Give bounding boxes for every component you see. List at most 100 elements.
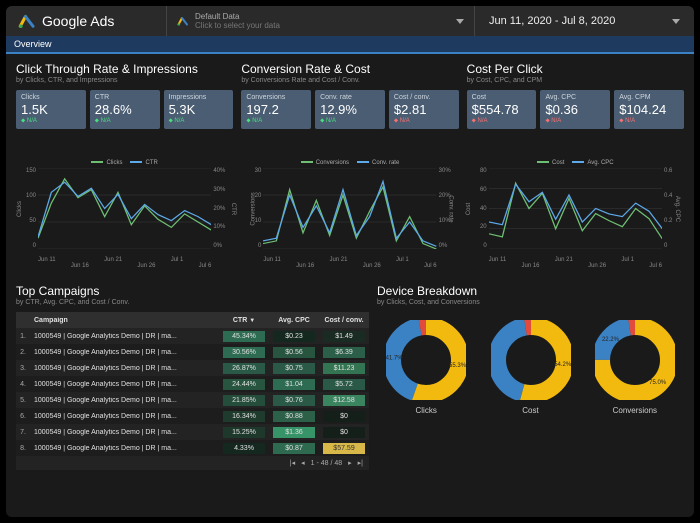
panel-title: Cost Per Click bbox=[467, 62, 684, 76]
cpc-cell: $0.75 bbox=[273, 363, 315, 374]
table-row[interactable]: 5. 1000549 | Google Analytics Demo | DR … bbox=[16, 392, 369, 408]
metric-delta: ⬥ N/A bbox=[21, 118, 81, 125]
metric-value: $2.81 bbox=[394, 102, 454, 117]
x-tick: Jul 6 bbox=[649, 263, 662, 269]
table-row[interactable]: 3. 1000549 | Google Analytics Demo | DR … bbox=[16, 360, 369, 376]
x-tick: Jun 21 bbox=[329, 257, 347, 263]
metric-label: CTR bbox=[95, 94, 155, 101]
pager-next-icon[interactable]: ▸ bbox=[348, 459, 352, 467]
x-tick: Jun 11 bbox=[263, 257, 281, 263]
donut-label: Conversions bbox=[595, 406, 675, 415]
y-tick: 30% bbox=[439, 168, 459, 174]
metric-card[interactable]: Impressions 5.3K ⬥ N/A bbox=[164, 90, 234, 129]
table-row[interactable]: 4. 1000549 | Google Analytics Demo | DR … bbox=[16, 376, 369, 392]
ctr-cell: 16.34% bbox=[223, 411, 265, 422]
chart-legend: Conversions Conv. rate bbox=[241, 160, 458, 166]
data-selector[interactable]: Default Data Click to select your data bbox=[166, 6, 474, 36]
y-tick: 10% bbox=[439, 218, 459, 224]
campaign-name: 1000549 | Google Analytics Demo | DR | m… bbox=[30, 429, 219, 436]
metric-card[interactable]: Avg. CPC $0.36 ⬥ N/A bbox=[540, 90, 610, 129]
metric-delta: ⬥ N/A bbox=[95, 118, 155, 125]
panel-title: Top Campaigns bbox=[16, 284, 369, 298]
legend-item: Avg. CPC bbox=[572, 160, 613, 166]
panel-title: Conversion Rate & Cost bbox=[241, 62, 458, 76]
panel-subtitle: by Clicks, Cost, and Conversions bbox=[377, 299, 684, 306]
y-tick: 0 bbox=[664, 243, 684, 249]
col-campaign[interactable]: Campaign bbox=[30, 317, 219, 324]
table-row[interactable]: 7. 1000549 | Google Analytics Demo | DR … bbox=[16, 424, 369, 440]
metric-label: Avg. CPM bbox=[619, 94, 679, 101]
tab-overview[interactable]: Overview bbox=[6, 36, 694, 54]
metric-label: Impressions bbox=[169, 94, 229, 101]
y-tick: 10 bbox=[241, 218, 261, 224]
line-chart: Clicks CTR Clicks CTR 150100500 40%30%20… bbox=[16, 160, 233, 276]
selector-title: Default Data bbox=[195, 12, 280, 21]
date-range-picker[interactable]: Jun 11, 2020 - Jul 8, 2020 bbox=[474, 6, 694, 36]
metric-card[interactable]: Cost $554.78 ⬥ N/A bbox=[467, 90, 537, 129]
table-row[interactable]: 8. 1000549 | Google Analytics Demo | DR … bbox=[16, 440, 369, 456]
cpc-cell: $0.23 bbox=[273, 331, 315, 342]
metric-value: $104.24 bbox=[619, 102, 679, 117]
donut-label: Cost bbox=[491, 406, 571, 415]
cost-cell: $0 bbox=[323, 411, 365, 422]
table-row[interactable]: 1. 1000549 | Google Analytics Demo | DR … bbox=[16, 328, 369, 344]
donut-svg: 55.3%41.7% bbox=[386, 320, 466, 400]
pager-first-icon[interactable]: |◂ bbox=[290, 459, 295, 467]
x-tick: Jun 26 bbox=[137, 263, 155, 269]
y-tick: 0 bbox=[241, 243, 261, 249]
metric-delta: ⬥ N/A bbox=[394, 118, 454, 125]
campaign-name: 1000549 | Google Analytics Demo | DR | m… bbox=[30, 445, 219, 452]
col-cost[interactable]: Cost / conv. bbox=[319, 317, 369, 324]
metric-value: 5.3K bbox=[169, 102, 229, 117]
metric-card[interactable]: Conv. rate 12.9% ⬥ N/A bbox=[315, 90, 385, 129]
panel-subtitle: by Clicks, CTR, and Impressions bbox=[16, 77, 233, 84]
campaigns-table: Campaign CTR ▼ Avg. CPC Cost / conv. 1. … bbox=[16, 312, 369, 470]
panel-subtitle: by CTR, Avg. CPC, and Cost / Conv. bbox=[16, 299, 369, 306]
x-tick: Jun 21 bbox=[555, 257, 573, 263]
row-index: 2. bbox=[16, 349, 30, 356]
metric-value: 1.5K bbox=[21, 102, 81, 117]
metric-card[interactable]: Cost / conv. $2.81 ⬥ N/A bbox=[389, 90, 459, 129]
svg-text:22.2%: 22.2% bbox=[602, 337, 620, 343]
y-tick: 0% bbox=[439, 243, 459, 249]
metric-delta: ⬥ N/A bbox=[320, 118, 380, 125]
x-tick: Jun 16 bbox=[296, 263, 314, 269]
col-cpc[interactable]: Avg. CPC bbox=[269, 317, 319, 324]
chart-legend: Clicks CTR bbox=[16, 160, 233, 166]
col-ctr[interactable]: CTR ▼ bbox=[219, 317, 269, 324]
metric-label: Conv. rate bbox=[320, 94, 380, 101]
metric-value: 12.9% bbox=[320, 102, 380, 117]
ctr-cell: 26.87% bbox=[223, 363, 265, 374]
ctr-cell: 45.34% bbox=[223, 331, 265, 342]
table-row[interactable]: 6. 1000549 | Google Analytics Demo | DR … bbox=[16, 408, 369, 424]
y-tick: 60 bbox=[467, 187, 487, 193]
line-chart: Conversions Conv. rate Conversions Conv.… bbox=[241, 160, 458, 276]
metric-card[interactable]: Conversions 197.2 ⬥ N/A bbox=[241, 90, 311, 129]
device-breakdown-panel: Device Breakdown by Clicks, Cost, and Co… bbox=[377, 284, 684, 500]
campaign-name: 1000549 | Google Analytics Demo | DR | m… bbox=[30, 333, 219, 340]
x-tick: Jun 26 bbox=[588, 263, 606, 269]
google-ads-icon bbox=[177, 15, 189, 27]
metric-card[interactable]: Clicks 1.5K ⬥ N/A bbox=[16, 90, 86, 129]
pager-prev-icon[interactable]: ◂ bbox=[301, 459, 305, 467]
donut-chart: 54.2% Cost bbox=[491, 320, 571, 415]
metric-card[interactable]: Avg. CPM $104.24 ⬥ N/A bbox=[614, 90, 684, 129]
x-tick: Jul 1 bbox=[171, 257, 184, 263]
cpc-cell: $0.88 bbox=[273, 411, 315, 422]
metric-delta: ⬥ N/A bbox=[619, 118, 679, 125]
legend-item: Conv. rate bbox=[357, 160, 399, 166]
metric-value: 197.2 bbox=[246, 102, 306, 117]
table-row[interactable]: 2. 1000549 | Google Analytics Demo | DR … bbox=[16, 344, 369, 360]
ctr-cell: 30.56% bbox=[223, 347, 265, 358]
cpc-cell: $1.04 bbox=[273, 379, 315, 390]
metric-card[interactable]: CTR 28.6% ⬥ N/A bbox=[90, 90, 160, 129]
y-tick: 20 bbox=[241, 193, 261, 199]
metric-delta: ⬥ N/A bbox=[545, 118, 605, 125]
svg-text:54.2%: 54.2% bbox=[554, 362, 571, 368]
top-campaigns-panel: Top Campaigns by CTR, Avg. CPC, and Cost… bbox=[16, 284, 369, 500]
y-tick: 40% bbox=[213, 168, 233, 174]
y-tick: 20% bbox=[439, 193, 459, 199]
pager-last-icon[interactable]: ▸| bbox=[358, 459, 363, 467]
legend-item: Clicks bbox=[91, 160, 122, 166]
row-index: 4. bbox=[16, 381, 30, 388]
